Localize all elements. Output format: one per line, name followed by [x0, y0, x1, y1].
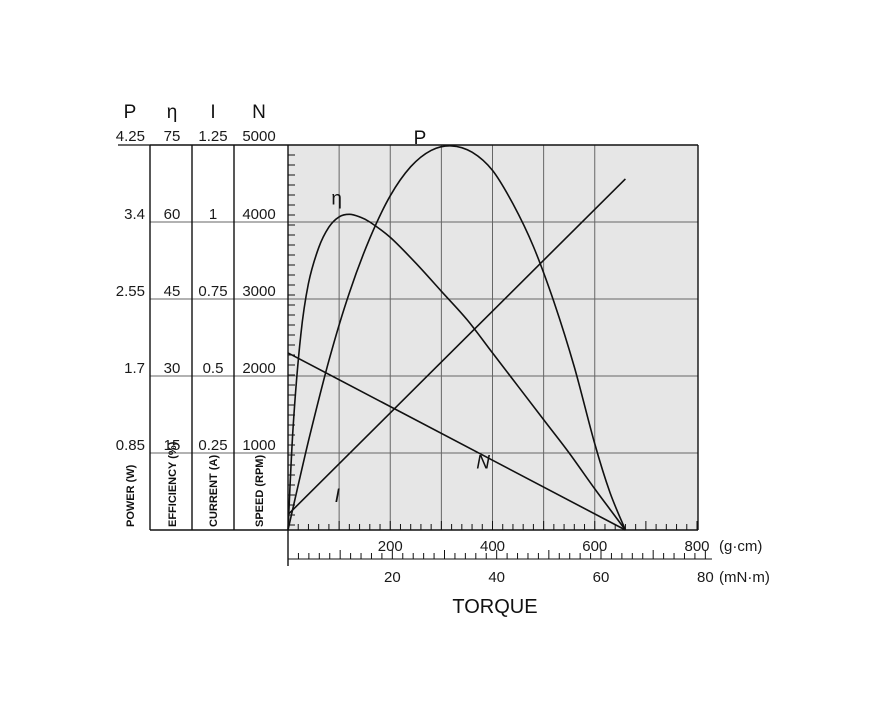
y-tick-label: 2.55	[116, 283, 145, 300]
y-tick-label: 0.85	[116, 437, 145, 454]
y-tick-label: 1000	[242, 437, 275, 454]
series-line-I	[287, 178, 626, 516]
axis-symbol-2: I	[210, 102, 215, 123]
series-line-P	[287, 145, 627, 531]
y-tick-label: 0.5	[203, 360, 224, 377]
axis-symbol-0: P	[124, 102, 137, 123]
y-tick-label: 1.25	[198, 128, 227, 145]
x-tick-label-mnm: 40	[488, 569, 505, 586]
y-tick-label: 0.25	[198, 437, 227, 454]
y-tick-label: 0.75	[198, 283, 227, 300]
y-axis-title-0: POWER (W)	[125, 464, 137, 527]
y-axis-title-3: SPEED (RPM)	[254, 455, 266, 527]
series-label-N: N	[476, 453, 490, 474]
axis-symbol-1: η	[167, 102, 178, 123]
y-axis-title-2: CURRENT (A)	[208, 455, 220, 527]
series-line-N	[287, 352, 626, 531]
y-tick-label: 75	[164, 128, 181, 145]
y-tick-label: 2000	[242, 360, 275, 377]
y-axis-title-1: EFFICIENCY (%)	[167, 441, 179, 527]
x-tick-label-mnm: 80	[697, 569, 714, 586]
y-tick-label: 1	[209, 206, 217, 223]
y-tick-label: 5000	[242, 128, 275, 145]
series-label-I: I	[335, 486, 341, 507]
y-tick-label: 15	[164, 437, 181, 454]
series-label-eta: η	[331, 188, 342, 209]
y-tick-label: 45	[164, 283, 181, 300]
series-label-P: P	[414, 128, 427, 149]
x-unit-mnm: (mN·m)	[719, 569, 770, 586]
y-tick-label: 3000	[242, 283, 275, 300]
y-tick-label: 30	[164, 360, 181, 377]
x-tick-label-gcm: 800	[684, 538, 709, 555]
x-tick-label-gcm: 400	[480, 538, 505, 555]
x-unit-gcm: (g·cm)	[719, 538, 762, 555]
x-tick-label-gcm: 600	[582, 538, 607, 555]
x-axis-title: TORQUE	[452, 596, 537, 618]
y-tick-label: 4.25	[116, 128, 145, 145]
x-tick-label-mnm: 60	[593, 569, 610, 586]
x-tick-label-gcm: 200	[378, 538, 403, 555]
axis-symbol-3: N	[252, 102, 266, 123]
y-tick-label: 1.7	[124, 360, 145, 377]
series-line-eta	[287, 213, 627, 531]
y-tick-label: 60	[164, 206, 181, 223]
y-tick-label: 3.4	[124, 206, 145, 223]
y-tick-label: 4000	[242, 206, 275, 223]
x-tick-label-mnm: 20	[384, 569, 401, 586]
